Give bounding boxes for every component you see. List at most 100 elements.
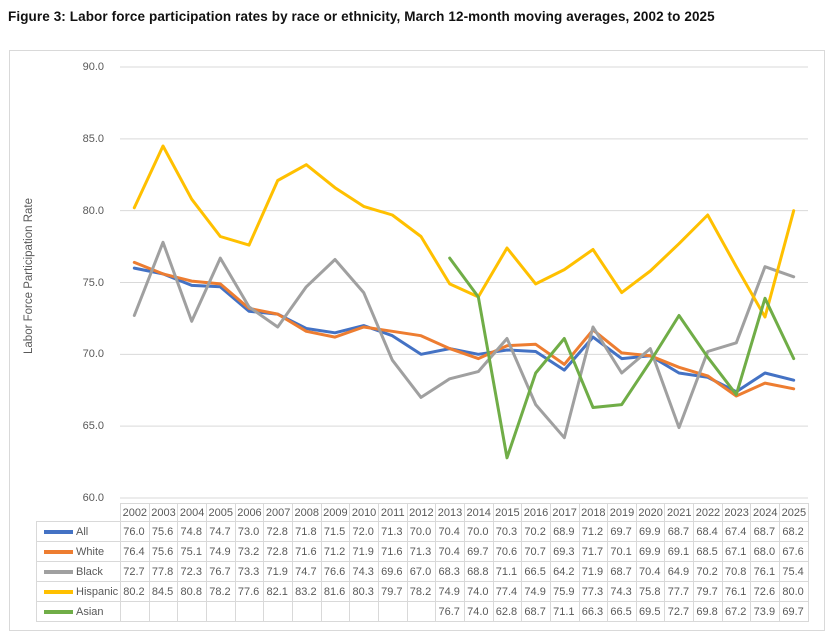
y-axis-tick-label: 80.0 xyxy=(82,204,104,217)
table-cell xyxy=(120,601,150,622)
table-cell: 74.8 xyxy=(177,521,207,542)
chart-data-table: 2002 2003 2004 2005 2006 2007 2008 2009 2010 2011… xyxy=(36,503,809,622)
year-header: 2016 xyxy=(521,503,551,522)
table-cell: 74.9 xyxy=(435,581,465,602)
table-cell xyxy=(205,601,236,622)
year-header: 2011 xyxy=(377,503,408,522)
series-line-all xyxy=(132,266,796,394)
table-cell: 71.3 xyxy=(377,521,408,542)
legend-swatch-hispanic xyxy=(44,589,73,594)
legend-key-cell: All xyxy=(36,521,121,542)
table-cell: 74.3 xyxy=(349,561,379,582)
table-cell: 68.2 xyxy=(779,521,809,542)
table-cell: 74.3 xyxy=(607,581,637,602)
table-cell: 70.3 xyxy=(492,521,523,542)
table-cell xyxy=(291,601,322,622)
table-cell: 69.7 xyxy=(607,521,637,542)
series-line-hispanic xyxy=(132,144,796,319)
table-cell: 68.7 xyxy=(664,521,695,542)
table-cell: 73.0 xyxy=(234,521,265,542)
series-line-asian xyxy=(448,256,796,460)
legend-label: Hispanic xyxy=(76,585,119,598)
table-cell: 70.0 xyxy=(463,521,494,542)
year-header: 2015 xyxy=(492,503,523,522)
table-cell: 74.9 xyxy=(521,581,551,602)
table-cell: 70.0 xyxy=(406,521,437,542)
table-cell: 75.4 xyxy=(779,561,809,582)
y-axis-tick-label: 65.0 xyxy=(82,420,104,433)
table-row-black: Black 72.7 77.8 72.3 76.7 73.3 71.9 74.7 76.6 74.… xyxy=(36,561,809,582)
legend-key-cell: White xyxy=(36,541,121,562)
table-cell: 81.6 xyxy=(320,581,351,602)
table-cell: 70.4 xyxy=(435,521,465,542)
table-cell: 77.4 xyxy=(492,581,523,602)
table-cell: 74.9 xyxy=(205,541,236,562)
table-cell: 62.8 xyxy=(492,601,523,622)
table-cell: 70.4 xyxy=(435,541,465,562)
table-cell: 71.1 xyxy=(549,601,580,622)
table-cell: 68.4 xyxy=(693,521,723,542)
table-cell: 77.6 xyxy=(234,581,265,602)
table-cell: 70.4 xyxy=(635,561,666,582)
year-header: 2006 xyxy=(234,503,265,522)
table-cell: 70.6 xyxy=(492,541,523,562)
table-cell: 69.5 xyxy=(635,601,666,622)
year-header: 2013 xyxy=(435,503,465,522)
table-cell: 73.9 xyxy=(750,601,781,622)
legend-label: Asian xyxy=(76,605,104,618)
table-cell: 82.1 xyxy=(263,581,293,602)
table-cell: 71.1 xyxy=(492,561,523,582)
table-cell: 74.0 xyxy=(463,581,494,602)
year-header: 2018 xyxy=(578,503,609,522)
table-row-white: White 76.4 75.6 75.1 74.9 73.2 72.8 71.6 71.2 71.… xyxy=(36,541,809,562)
year-header: 2017 xyxy=(549,503,580,522)
table-row-asian: Asian 76.7 74.0 62.8 68.7 71.1 66.3 66.5 69.5 72.… xyxy=(36,601,809,622)
table-cell xyxy=(234,601,265,622)
legend-label: All xyxy=(76,525,89,538)
table-cell: 70.1 xyxy=(607,541,637,562)
legend-label: White xyxy=(76,545,105,558)
table-cell: 66.5 xyxy=(607,601,637,622)
y-axis-title: Labor Force Participation Rate xyxy=(23,198,35,354)
table-cell: 80.3 xyxy=(349,581,379,602)
table-cell: 76.4 xyxy=(120,541,150,562)
year-header: 2024 xyxy=(750,503,781,522)
y-axis-tick-label: 85.0 xyxy=(82,132,104,145)
series-line-white xyxy=(132,260,796,398)
table-cell: 67.0 xyxy=(406,561,437,582)
table-cell: 71.7 xyxy=(578,541,609,562)
legend-key-cell: Asian xyxy=(36,601,121,622)
year-header: 2003 xyxy=(148,503,179,522)
table-cell: 76.6 xyxy=(320,561,351,582)
table-cell: 69.9 xyxy=(635,541,666,562)
table-cell: 77.7 xyxy=(664,581,695,602)
year-header: 2022 xyxy=(693,503,723,522)
table-cell: 84.5 xyxy=(148,581,179,602)
table-cell: 80.2 xyxy=(120,581,150,602)
table-cell: 68.7 xyxy=(521,601,551,622)
table-cell: 64.9 xyxy=(664,561,695,582)
table-cell: 69.8 xyxy=(693,601,723,622)
year-header: 2020 xyxy=(635,503,666,522)
table-cell: 83.2 xyxy=(291,581,322,602)
table-cell: 74.7 xyxy=(205,521,236,542)
table-cell: 72.0 xyxy=(349,521,379,542)
table-cell: 72.8 xyxy=(263,541,293,562)
year-header: 2021 xyxy=(664,503,695,522)
table-cell: 75.6 xyxy=(148,541,179,562)
table-cell: 76.7 xyxy=(435,601,465,622)
table-cell: 68.5 xyxy=(693,541,723,562)
table-cell: 77.8 xyxy=(148,561,179,582)
table-cell: 71.6 xyxy=(291,541,322,562)
table-cell: 64.2 xyxy=(549,561,580,582)
chart-area: Labor Force Participation Rate 90.0 85.0 8… xyxy=(9,50,825,631)
table-cell: 68.8 xyxy=(463,561,494,582)
year-header: 2009 xyxy=(320,503,351,522)
table-cell: 76.7 xyxy=(205,561,236,582)
table-header-row: 2002 2003 2004 2005 2006 2007 2008 2009 2010 2011… xyxy=(37,503,809,522)
table-cell: 76.1 xyxy=(750,561,781,582)
table-cell: 73.2 xyxy=(234,541,265,562)
table-cell xyxy=(320,601,351,622)
legend-swatch-asian xyxy=(44,609,73,614)
table-cell: 69.7 xyxy=(779,601,809,622)
